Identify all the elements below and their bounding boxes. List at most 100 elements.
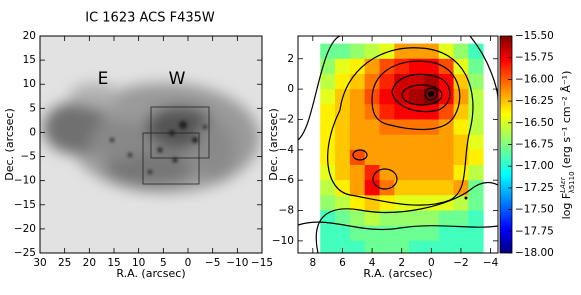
heat-cell	[468, 180, 484, 196]
heat-cell	[394, 104, 410, 120]
heat-cell	[468, 89, 484, 105]
heat-cell	[364, 210, 380, 227]
heat-cell	[438, 149, 454, 166]
heat-cell	[409, 210, 425, 227]
x-tick-label: 5	[160, 257, 167, 269]
heat-cell	[409, 73, 425, 90]
heat-cell	[364, 164, 380, 181]
y-tick-label: −6	[279, 174, 295, 186]
x-tick-label: 30	[33, 257, 46, 269]
heat-cell	[320, 180, 336, 196]
panel-title: IC 1623 ACS F435W	[85, 11, 215, 26]
heat-cell	[453, 210, 469, 227]
heat-cell	[335, 119, 351, 136]
heat-cell	[409, 240, 425, 253]
heat-cell	[335, 225, 351, 242]
heat-cell	[453, 89, 469, 105]
x-axis-label: R.A. (arcsec)	[363, 267, 432, 280]
heat-cell	[423, 225, 440, 242]
y-tick-label: −15	[14, 199, 36, 211]
heat-cell	[335, 210, 351, 227]
heat-cell	[468, 73, 484, 90]
heat-cell	[394, 225, 410, 242]
heat-cell	[379, 89, 395, 105]
colorbar-tick-label: −16.00	[515, 73, 554, 85]
heat-cell	[335, 104, 351, 120]
y-tick-label: 20	[23, 30, 36, 42]
heat-cell	[423, 134, 440, 151]
galaxy-image	[40, 36, 262, 253]
heat-cell	[364, 73, 380, 90]
heat-cell	[394, 240, 410, 253]
label-main: log F	[560, 193, 573, 220]
heat-cell	[379, 195, 395, 211]
heat-cell	[335, 134, 351, 151]
heat-cell	[364, 195, 380, 211]
x-tick-label: −2	[453, 257, 468, 269]
y-tick-label: 2	[287, 53, 294, 65]
label-sup: LAεr	[559, 176, 567, 192]
colorbar-label: log FLAεrλ5110 (erg s⁻¹ cm⁻² Å⁻¹)	[559, 71, 576, 220]
heat-cell	[453, 195, 469, 211]
colorbar-tick-label: −17.00	[515, 160, 554, 172]
y-tick-label: −4	[279, 144, 295, 156]
y-tick-label: −25	[14, 247, 36, 259]
heat-cell	[438, 164, 454, 181]
x-tick-label: 0	[428, 257, 435, 269]
label-sub: λ5110	[568, 171, 576, 193]
colorbar-tick-label: −16.25	[515, 95, 554, 107]
heat-cell	[394, 164, 410, 181]
y-tick-label: −10	[14, 175, 36, 187]
y-tick-label: 5	[29, 102, 36, 114]
heat-cell	[438, 210, 454, 227]
heat-cell	[409, 104, 425, 120]
heat-cell	[320, 73, 336, 90]
heat-cell	[409, 119, 425, 136]
heat-cell	[379, 180, 395, 196]
heat-cell	[335, 180, 351, 196]
heat-cell	[364, 149, 380, 166]
heatmap	[320, 43, 484, 253]
label-units: (erg s⁻¹ cm⁻² Å⁻¹)	[560, 71, 573, 169]
heat-cell	[349, 58, 366, 75]
heat-cell	[409, 58, 425, 75]
heat-cell	[394, 149, 410, 166]
x-tick-label: 10	[132, 257, 145, 269]
heat-cell	[394, 43, 410, 60]
colorbar-tick-label: −15.75	[515, 52, 554, 64]
heat-cell	[335, 149, 351, 166]
heat-cell	[453, 104, 469, 120]
heat-cell	[438, 43, 454, 60]
y-tick-label: −10	[272, 235, 294, 247]
heat-cell	[364, 240, 380, 253]
x-tick-label: −4	[483, 257, 499, 269]
heat-cell	[423, 180, 440, 196]
heat-cell	[468, 43, 484, 60]
heat-cell	[409, 164, 425, 181]
heat-cell	[349, 240, 366, 253]
y-tick-label: 0	[29, 126, 36, 138]
heat-cell	[423, 210, 440, 227]
y-axis-label: Dec. (arcsec)	[3, 108, 16, 180]
heat-cell	[349, 104, 366, 120]
heat-cell	[468, 164, 484, 181]
heat-cell	[364, 134, 380, 151]
heat-cell	[409, 134, 425, 151]
heat-cell	[438, 73, 454, 90]
heat-cell	[468, 240, 484, 253]
y-tick-label: 0	[287, 83, 294, 95]
heat-cell	[423, 164, 440, 181]
heat-cell	[335, 240, 351, 253]
plot-frame	[297, 35, 499, 254]
heat-cell	[423, 104, 440, 120]
heat-cell	[394, 210, 410, 227]
heat-cell	[379, 73, 395, 90]
heat-cell	[335, 58, 351, 75]
x-tick-label: 15	[107, 257, 120, 269]
heat-cell	[409, 180, 425, 196]
colorbar-tick-label: −16.75	[515, 139, 554, 151]
heat-cell	[320, 225, 336, 242]
heat-cell	[379, 164, 395, 181]
x-tick-label: 4	[369, 257, 376, 269]
